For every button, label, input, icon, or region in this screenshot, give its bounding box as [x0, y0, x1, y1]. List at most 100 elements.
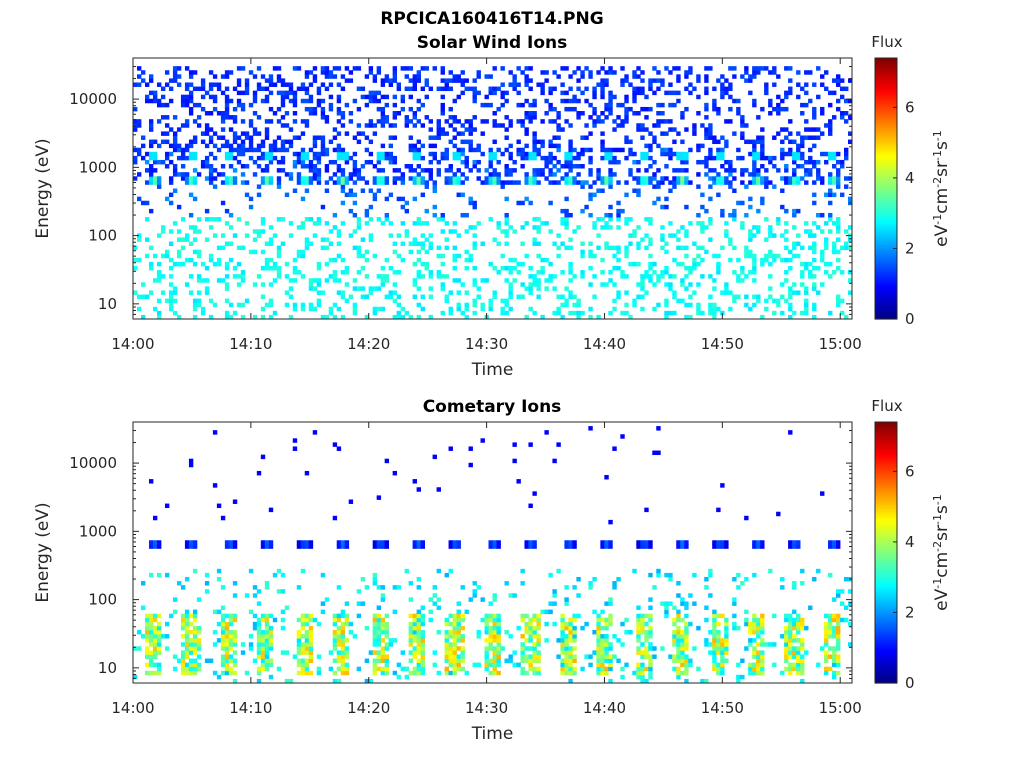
heatmap-cell: [636, 74, 641, 79]
colorbar-swatch: [875, 504, 897, 508]
heatmap-cell: [484, 168, 489, 173]
heatmap-cell: [456, 94, 461, 100]
heatmap-cell: [188, 139, 194, 145]
heatmap-cell: [300, 625, 306, 631]
heatmap-cell: [208, 298, 214, 304]
heatmap-cell: [276, 274, 282, 279]
heatmap-cell: [412, 625, 417, 631]
heatmap-cell: [220, 642, 226, 647]
heatmap-cell: [796, 654, 801, 659]
heatmap-cell: [780, 670, 785, 676]
heatmap-cell: [792, 581, 797, 586]
heatmap-cell: [148, 265, 154, 271]
heatmap-cell: [152, 159, 158, 165]
heatmap-cell: [304, 74, 310, 79]
heatmap-cell: [832, 634, 837, 639]
colorbar-swatch: [875, 524, 897, 527]
heatmap-cell: [608, 176, 613, 181]
colorbar-swatch: [875, 613, 897, 617]
heatmap-cell: [620, 66, 625, 71]
heatmap-cell: [740, 135, 745, 140]
heatmap-cell: [404, 66, 410, 71]
heatmap-cell: [180, 617, 186, 623]
heatmap-cell: [380, 82, 386, 87]
heatmap-cell: [356, 123, 362, 128]
colorbar-swatch: [875, 153, 897, 157]
heatmap-cell: [188, 192, 194, 198]
heatmap-cell: [832, 625, 837, 631]
heatmap-cell: [536, 670, 541, 676]
heatmap-cell: [232, 662, 238, 668]
heatmap-cell: [188, 540, 194, 545]
heatmap-cell: [304, 188, 310, 193]
heatmap-cell: [828, 540, 833, 545]
colorbar-swatch: [875, 151, 897, 155]
heatmap-cell: [756, 629, 761, 635]
heatmap-cell: [196, 278, 202, 283]
heatmap-cell: [332, 314, 338, 320]
heatmap-cell: [560, 82, 565, 87]
heatmap-cell: [772, 66, 777, 71]
heatmap-cell: [764, 257, 769, 263]
heatmap-cell: [268, 507, 274, 513]
heatmap-cell: [492, 597, 497, 602]
heatmap-cell: [400, 66, 406, 71]
heatmap-cell: [496, 658, 501, 664]
heatmap-cell: [352, 306, 358, 312]
heatmap-cell: [276, 119, 282, 124]
heatmap-cell: [376, 155, 382, 161]
heatmap-cell: [264, 257, 270, 263]
heatmap-cell: [504, 310, 509, 316]
heatmap-cell: [572, 294, 577, 300]
heatmap-cell: [528, 503, 533, 509]
heatmap-cell: [804, 625, 809, 631]
cometary-panel: Cometary Ions 14:00 14:10 14:20 14:30 14:40 1…: [33, 397, 952, 744]
heatmap-cell: [504, 581, 509, 586]
heatmap-cell: [708, 572, 713, 578]
heatmap-cell: [328, 257, 334, 263]
heatmap-cell: [492, 544, 497, 549]
heatmap-cell: [212, 131, 218, 136]
heatmap-cell: [828, 621, 833, 627]
heatmap-cell: [136, 306, 142, 312]
heatmap-cell: [284, 302, 290, 308]
heatmap-cell: [712, 609, 717, 615]
heatmap-cell: [216, 147, 222, 153]
heatmap-cell: [504, 241, 509, 246]
heatmap-cell: [560, 176, 565, 181]
heatmap-cell: [596, 629, 601, 635]
heatmap-cell: [568, 625, 573, 631]
heatmap-cell: [256, 164, 262, 169]
heatmap-cell: [592, 192, 597, 198]
heatmap-cell: [616, 123, 621, 128]
heatmap-cell: [752, 176, 757, 181]
heatmap-cell: [300, 164, 306, 169]
heatmap-cell: [220, 585, 226, 590]
heatmap-cell: [192, 86, 198, 92]
heatmap-cell: [152, 617, 158, 623]
heatmap-cell: [472, 90, 477, 96]
heatmap-cell: [152, 253, 158, 259]
heatmap-cell: [440, 212, 445, 218]
heatmap-cell: [564, 625, 569, 631]
heatmap-cell: [344, 192, 350, 198]
heatmap-cell: [192, 646, 198, 651]
heatmap-cell: [228, 257, 234, 263]
heatmap-cell: [708, 629, 713, 635]
heatmap-cell: [616, 245, 621, 251]
heatmap-cell: [496, 662, 501, 668]
heatmap-cell: [188, 274, 194, 279]
heatmap-cell: [732, 576, 737, 582]
heatmap-cell: [336, 654, 342, 659]
heatmap-cell: [372, 662, 378, 668]
heatmap-cell: [444, 221, 449, 226]
heatmap-cell: [456, 278, 461, 283]
heatmap-cell: [452, 245, 457, 251]
heatmap-cell: [432, 454, 437, 460]
heatmap-cell: [580, 164, 585, 169]
heatmap-cell: [416, 609, 421, 615]
heatmap-cell: [564, 646, 569, 651]
heatmap-cell: [648, 253, 653, 259]
heatmap-cell: [380, 94, 386, 100]
heatmap-cell: [148, 658, 154, 664]
